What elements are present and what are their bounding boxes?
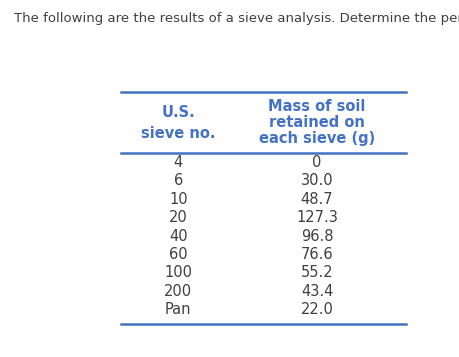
Text: Mass of soil: Mass of soil [269, 99, 366, 114]
Text: retained on: retained on [269, 115, 365, 130]
Text: 127.3: 127.3 [296, 210, 338, 225]
Text: each sieve (g): each sieve (g) [259, 131, 375, 146]
Text: 10: 10 [169, 192, 188, 207]
Text: 96.8: 96.8 [301, 228, 333, 243]
Text: 76.6: 76.6 [301, 247, 333, 262]
Text: 100: 100 [164, 265, 192, 280]
Text: 4: 4 [174, 155, 183, 170]
Text: Pan: Pan [165, 302, 191, 317]
Text: 48.7: 48.7 [301, 192, 333, 207]
Text: 0: 0 [313, 155, 322, 170]
Text: 60: 60 [169, 247, 188, 262]
Text: 6: 6 [174, 174, 183, 188]
Text: 20: 20 [169, 210, 188, 225]
Text: 30.0: 30.0 [301, 174, 333, 188]
Text: 22.0: 22.0 [301, 302, 334, 317]
Text: 40: 40 [169, 228, 188, 243]
Text: 200: 200 [164, 284, 192, 299]
Text: sieve no.: sieve no. [141, 126, 216, 141]
Text: 43.4: 43.4 [301, 284, 333, 299]
Text: U.S.: U.S. [162, 105, 195, 120]
Text: The following are the results of a sieve analysis. Determine the percent finer a: The following are the results of a sieve… [14, 12, 459, 25]
Text: 55.2: 55.2 [301, 265, 333, 280]
